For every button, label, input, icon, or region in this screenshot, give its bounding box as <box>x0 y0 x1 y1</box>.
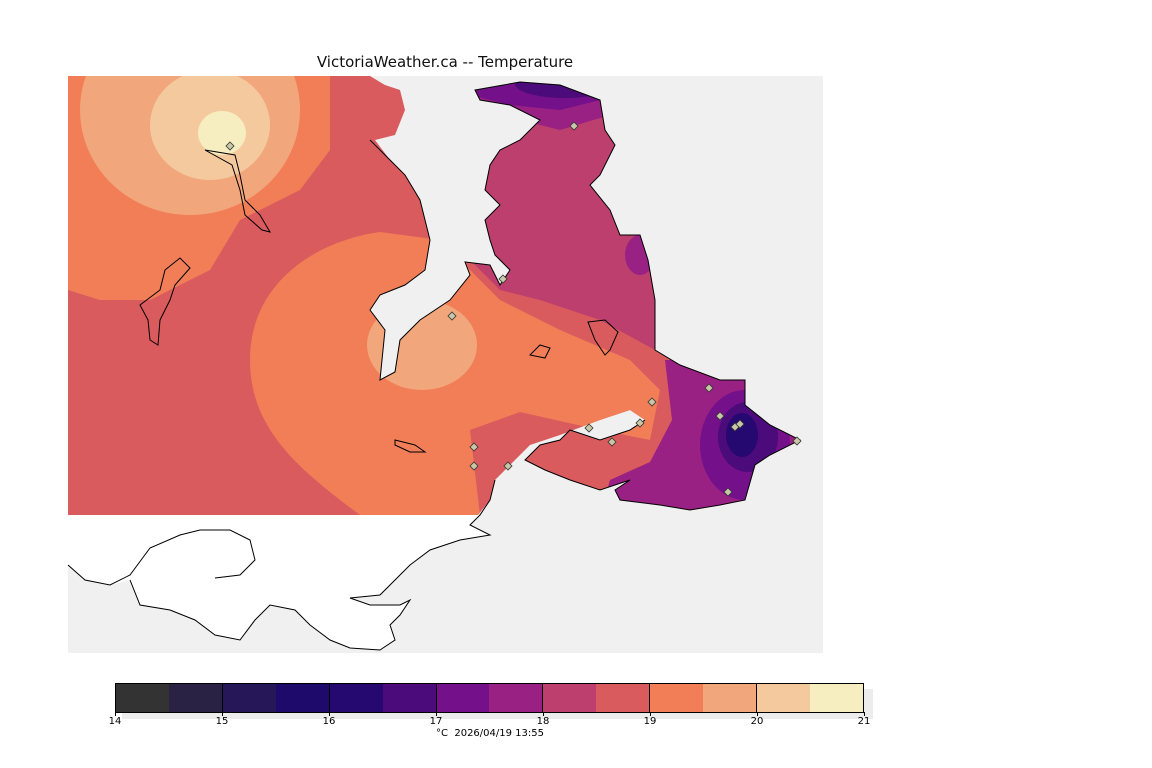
colorbar-tick-label: 17 <box>429 716 443 727</box>
colorbar-tick-mark <box>329 712 330 716</box>
station-marker-icon[interactable] <box>225 141 235 151</box>
colorbar-tick-label: 20 <box>750 716 764 727</box>
colorbar-swatch <box>809 684 863 712</box>
station-marker-icon[interactable] <box>469 442 479 452</box>
colorbar-tick-mark <box>864 712 865 716</box>
map-title: VictoriaWeather.ca -- Temperature <box>316 53 574 71</box>
station-marker-icon[interactable] <box>469 461 479 471</box>
colorbar-tick-mark <box>115 712 116 716</box>
island-outline <box>528 344 551 359</box>
island-outline <box>139 257 191 346</box>
station-marker-icon[interactable] <box>715 411 725 421</box>
colorbar-tick-label: 16 <box>322 716 336 727</box>
station-marker-icon[interactable] <box>704 383 714 393</box>
colorbar-swatch <box>436 684 490 712</box>
colorbar-tick-label: 18 <box>536 716 550 727</box>
contour-21 <box>198 111 246 155</box>
colorbar-tick-label: 21 <box>857 716 871 727</box>
coastlines <box>67 81 802 651</box>
station-marker-icon[interactable] <box>723 487 733 497</box>
colorbar-tick-mark <box>222 712 223 716</box>
weather-stations <box>225 121 802 497</box>
temperature-colorbar <box>115 683 864 713</box>
colorbar-swatch <box>543 684 597 712</box>
coastline-olympic <box>129 479 496 651</box>
colorbar-swatch <box>489 684 544 712</box>
colorbar-tick-mark <box>436 712 437 716</box>
island-outline <box>204 149 272 233</box>
colorbar-swatch <box>168 684 223 712</box>
colorbar-tick-mark <box>757 712 758 716</box>
station-marker-icon[interactable] <box>735 419 745 429</box>
colorbar-tick-label: 19 <box>643 716 657 727</box>
colorbar-caption: °C 2026/04/19 13:55 <box>0 728 980 739</box>
colorbar-tick-label: 15 <box>215 716 229 727</box>
colorbar-swatch <box>382 684 437 712</box>
station-marker-icon[interactable] <box>447 311 457 321</box>
colorbar-swatch <box>703 684 758 712</box>
coastline-south <box>67 529 256 586</box>
colorbar-swatch <box>116 684 169 712</box>
contour-16 <box>726 413 758 457</box>
station-marker-icon[interactable] <box>503 461 513 471</box>
island-outline <box>587 319 619 356</box>
station-marker-icon[interactable] <box>792 436 802 446</box>
colorbar-tick-mark <box>543 712 544 716</box>
colorbar-swatch <box>275 684 330 712</box>
outside-domain-area <box>68 515 490 650</box>
unit-label: °C <box>436 728 448 739</box>
island-outline <box>394 439 427 453</box>
coastline-east <box>369 81 802 511</box>
station-marker-icon[interactable] <box>498 274 508 284</box>
colorbar-swatch <box>329 684 383 712</box>
station-marker-icon[interactable] <box>569 121 579 131</box>
colorbar-swatch <box>650 684 704 712</box>
colorbar-tick-mark <box>650 712 651 716</box>
station-marker-icon[interactable] <box>584 423 594 433</box>
colorbar-swatch <box>222 684 276 712</box>
colorbar-tick-label: 14 <box>108 716 122 727</box>
station-marker-icon[interactable] <box>647 397 657 407</box>
station-marker-icon[interactable] <box>635 418 645 428</box>
station-marker-icon[interactable] <box>607 437 617 447</box>
timestamp: 2026/04/19 13:55 <box>454 728 544 739</box>
colorbar-swatch <box>596 684 651 712</box>
colorbar-swatch <box>757 684 810 712</box>
